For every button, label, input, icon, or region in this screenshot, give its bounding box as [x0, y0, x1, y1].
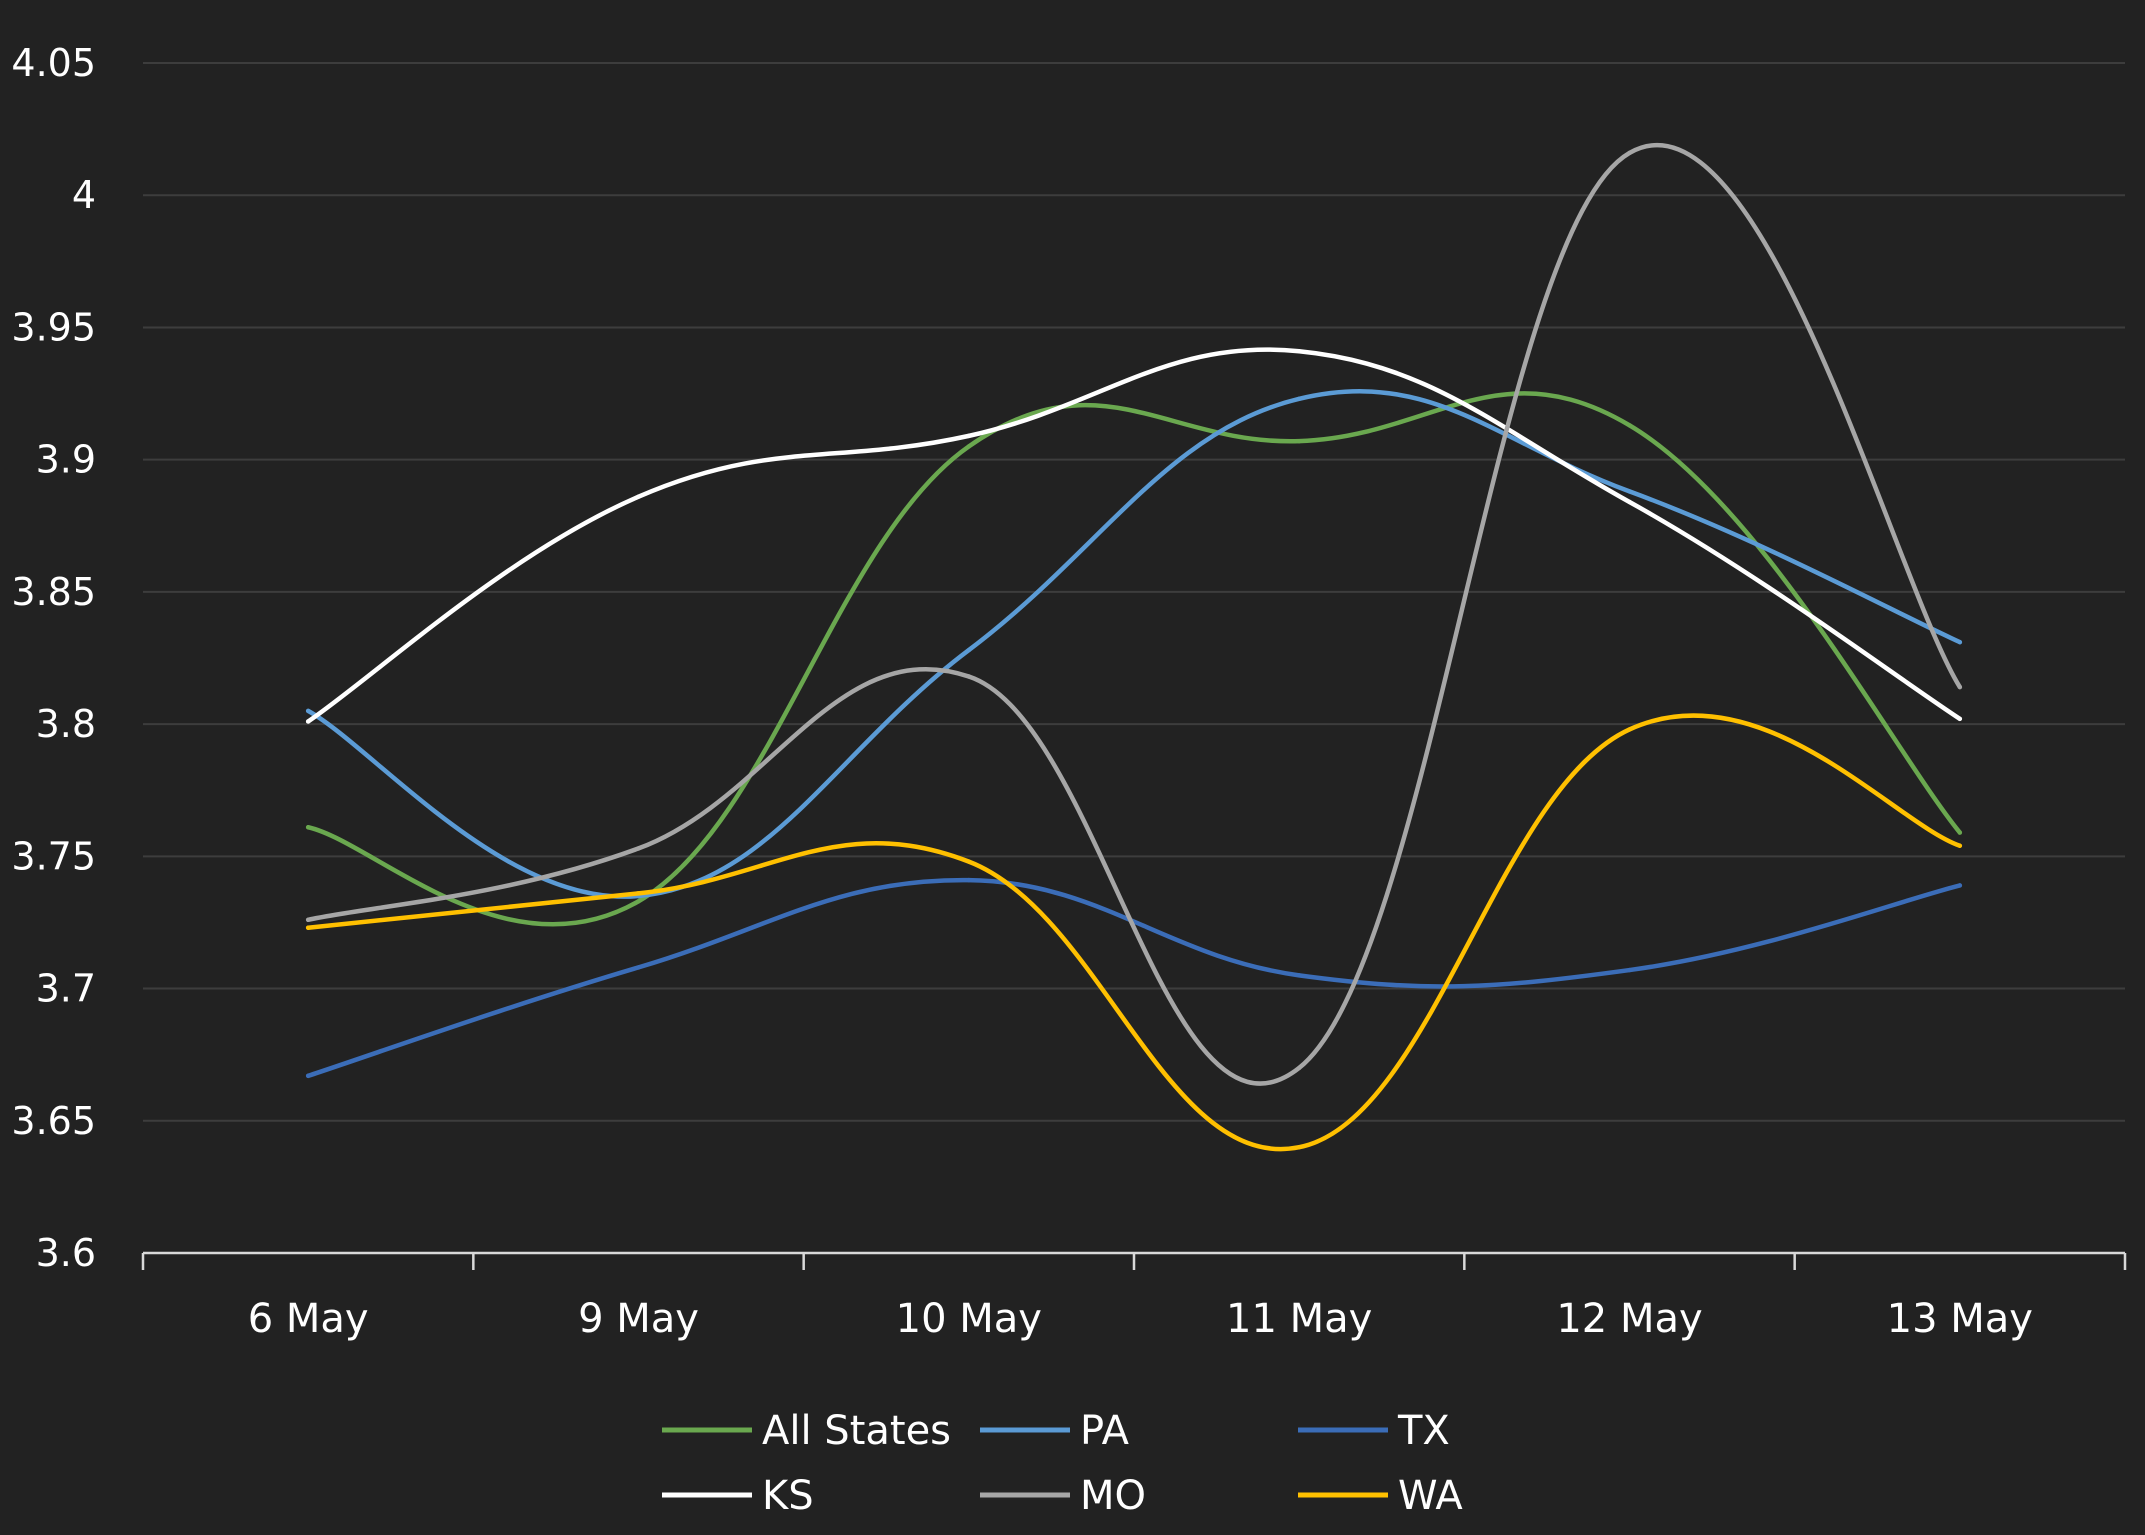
legend-label: TX — [1397, 1408, 1450, 1454]
x-tick-label: 12 May — [1556, 1296, 1702, 1342]
series-wa — [305, 713, 1963, 1152]
y-tick-label: 3.85 — [11, 570, 96, 614]
x-tick-label: 6 May — [248, 1296, 369, 1342]
series-tx — [305, 877, 1963, 1079]
x-tick-label: 9 May — [578, 1296, 699, 1342]
legend-label: KS — [762, 1473, 814, 1519]
series-ks — [305, 347, 1963, 724]
y-tick-label: 3.65 — [11, 1099, 96, 1143]
legend-label: PA — [1080, 1408, 1130, 1454]
data-point — [636, 899, 641, 904]
data-point — [1296, 438, 1302, 444]
data-point — [1627, 499, 1632, 505]
data-point — [305, 917, 311, 922]
data-point — [305, 719, 311, 724]
series-line-ks — [305, 347, 1963, 724]
y-axis-tick-labels: 3.6 3.65 3.7 3.75 3.8 3.85 3.9 3.95 4 4.05 — [11, 41, 96, 1275]
data-point — [305, 1073, 311, 1079]
data-point — [966, 647, 972, 653]
legend-item-ks: KS — [662, 1473, 814, 1519]
x-axis-tick-labels: 6 May 9 May 10 May 11 May 12 May 13 May — [248, 1296, 2033, 1342]
y-tick-label: 4 — [72, 173, 96, 217]
legend-item-all-states: All States — [662, 1408, 951, 1454]
data-point — [1957, 684, 1963, 690]
data-point — [966, 444, 972, 449]
y-tick-label: 4.05 — [11, 41, 96, 85]
data-point — [1627, 423, 1632, 428]
legend-item-mo: MO — [980, 1473, 1146, 1519]
data-point — [305, 825, 311, 830]
y-tick-label: 3.7 — [36, 967, 96, 1011]
series-line-wa — [305, 713, 1963, 1152]
data-point — [636, 846, 641, 851]
legend-item-wa: WA — [1298, 1473, 1463, 1519]
x-tick-label: 11 May — [1226, 1296, 1372, 1342]
x-tick-label: 13 May — [1887, 1296, 2033, 1342]
data-point — [1627, 489, 1632, 494]
y-tick-label: 3.95 — [11, 305, 96, 349]
data-point — [636, 494, 641, 499]
data-point — [1296, 349, 1302, 354]
series-line-all-states — [305, 391, 1963, 927]
data-point — [1957, 843, 1963, 848]
series-lines — [305, 142, 1963, 1152]
x-tick-label: 10 May — [896, 1296, 1042, 1342]
data-point — [1296, 973, 1302, 978]
series-all-states — [305, 391, 1963, 927]
data-point — [1296, 396, 1302, 402]
data-point — [1627, 967, 1632, 973]
x-axis — [141, 1251, 2127, 1270]
data-point — [1296, 1065, 1302, 1071]
data-point — [966, 877, 972, 883]
series-line-tx — [305, 877, 1963, 1079]
data-point — [966, 433, 972, 439]
gridlines — [143, 62, 2125, 1122]
y-tick-label: 3.75 — [11, 834, 96, 878]
legend-label: WA — [1398, 1473, 1463, 1519]
data-point — [305, 925, 311, 930]
data-point — [305, 708, 311, 714]
series-line-pa — [305, 389, 1963, 899]
data-point — [1296, 1145, 1302, 1150]
data-point — [1957, 639, 1963, 645]
data-point — [966, 674, 972, 679]
series-line-mo — [305, 142, 1963, 1086]
legend-item-pa: PA — [980, 1408, 1130, 1454]
data-point — [1627, 150, 1632, 156]
data-point — [1627, 727, 1632, 732]
y-tick-label: 3.8 — [36, 702, 96, 746]
legend-item-tx: TX — [1298, 1408, 1450, 1454]
data-point — [966, 859, 972, 864]
y-tick-label: 3.9 — [36, 438, 96, 482]
legend: All States PA TX KS MO WA — [662, 1408, 1463, 1519]
legend-label: All States — [762, 1408, 951, 1454]
data-point — [1957, 716, 1963, 722]
data-point — [636, 965, 641, 970]
series-mo — [305, 142, 1963, 1086]
data-point — [1957, 883, 1963, 888]
series-pa — [305, 389, 1963, 899]
data-point — [1957, 830, 1963, 835]
data-point — [636, 891, 641, 896]
y-tick-label: 3.6 — [36, 1231, 96, 1275]
legend-label: MO — [1080, 1473, 1146, 1519]
